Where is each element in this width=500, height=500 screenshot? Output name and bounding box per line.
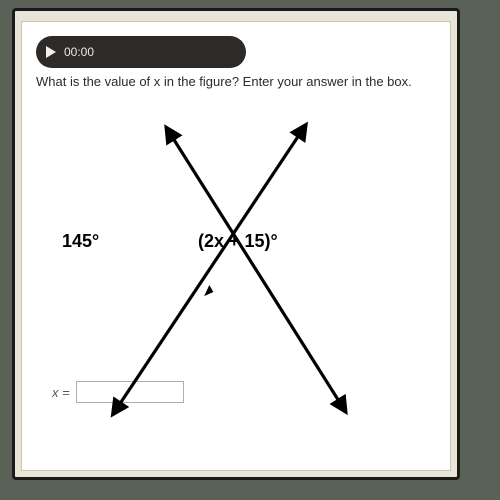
audio-time: 00:00 bbox=[64, 45, 94, 59]
audio-player[interactable]: 00:00 bbox=[36, 36, 246, 68]
geometry-figure: 145° (2x + 15)° bbox=[36, 103, 436, 363]
device-screen: 00:00 What is the value of x in the figu… bbox=[12, 8, 460, 480]
content-panel: 00:00 What is the value of x in the figu… bbox=[21, 21, 451, 471]
angle-label-right: (2x + 15)° bbox=[198, 231, 278, 252]
intersecting-lines-diagram bbox=[36, 103, 436, 450]
angle-label-left: 145° bbox=[62, 231, 99, 252]
question-text: What is the value of x in the figure? En… bbox=[36, 74, 436, 89]
play-icon[interactable] bbox=[46, 46, 56, 58]
